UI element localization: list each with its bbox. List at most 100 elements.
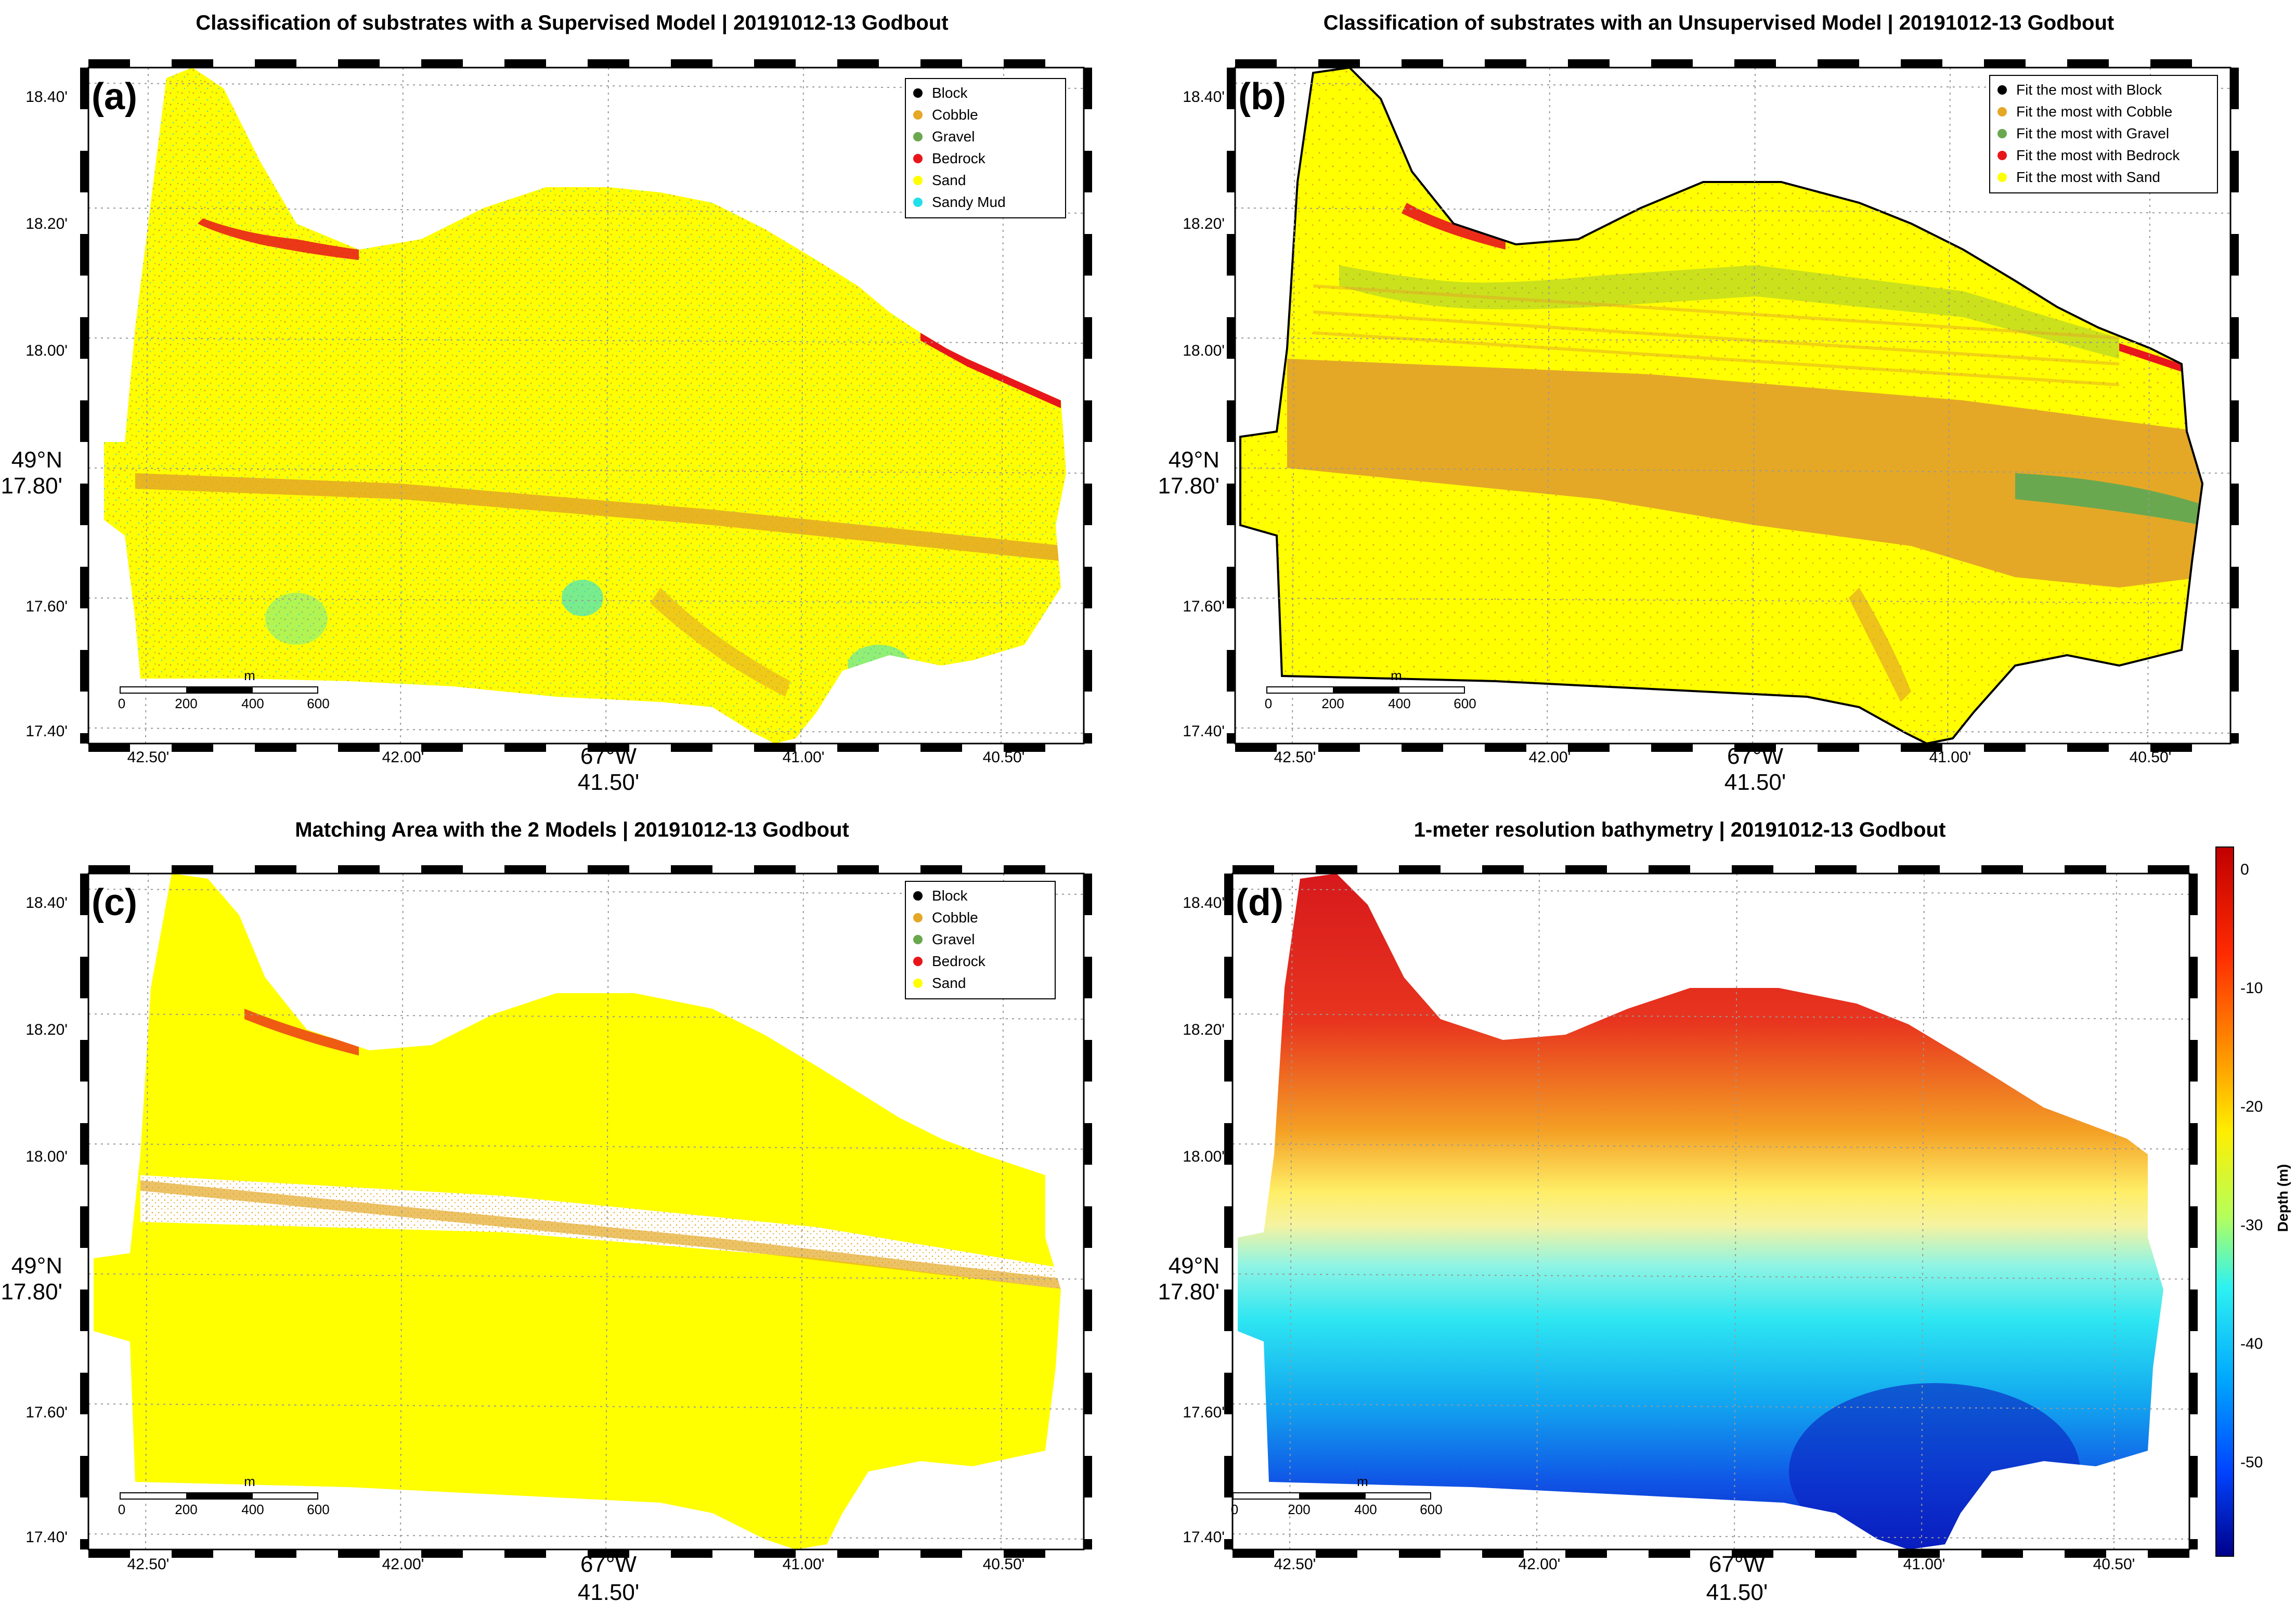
lon-tick: 40.50': [2093, 1556, 2135, 1573]
scale-unit: m: [244, 668, 255, 683]
lon-tick: 42.50': [127, 749, 170, 766]
lat-tick: 17.80': [1158, 1279, 1220, 1305]
lon-tick: 41.00': [1929, 749, 1971, 766]
scale-tick: 200: [175, 1502, 198, 1517]
panel-d-title: 1-meter resolution bathymetry | 20191012…: [1413, 818, 1946, 841]
scale-tick: 400: [241, 1502, 264, 1517]
lat-tick: 18.20': [25, 215, 68, 232]
map-c: [80, 865, 1092, 1558]
cobble-marker: [913, 913, 923, 922]
lon-tick: 42.50': [1274, 749, 1316, 766]
block-marker: [913, 891, 923, 901]
legend-item: Sand: [913, 170, 1058, 191]
map-frame-d: (d) m 0 200 400 600: [1224, 865, 2198, 1558]
legend-label: Sand: [932, 172, 966, 188]
lon-tick: 42.50': [1274, 1556, 1316, 1573]
bedrock-marker: [913, 154, 923, 163]
scale-tick: 200: [1321, 696, 1344, 711]
legend-item: Block: [913, 885, 1047, 907]
lat-tick: 18.40': [25, 894, 68, 911]
scale-bar-d: m 0 200 400 600: [1231, 1474, 1443, 1523]
lon-tick: 40.50': [982, 749, 1025, 766]
lat-major: 49°N: [1168, 447, 1220, 473]
scale-tick: 400: [1354, 1502, 1377, 1517]
colorbar-tick: -50: [2240, 1454, 2263, 1471]
lat-tick: 18.40': [25, 88, 68, 106]
legend-label: Gravel: [932, 931, 975, 947]
panel-label-b: (b): [1238, 76, 1286, 118]
legend-item: Fit the most with Sand: [1997, 166, 2210, 188]
scale-tick: 600: [307, 1502, 330, 1517]
scale-tick: 600: [1454, 696, 1476, 711]
lat-tick: 17.80': [1, 473, 62, 499]
map-frame-b: (b) Fit the most with Block Fit the most…: [1227, 59, 2239, 752]
gravel-marker: [913, 132, 923, 141]
lon-major: 67°W: [580, 744, 637, 769]
lat-tick: 18.00': [25, 342, 68, 359]
legend-a: Block Cobble Gravel Bedrock Sand Sandy M…: [905, 78, 1066, 218]
scale-tick: 400: [241, 696, 264, 711]
legend-label: Fit the most with Gravel: [2016, 125, 2170, 141]
lat-major: 49°N: [1168, 1253, 1220, 1279]
legend-item: Gravel: [913, 929, 1047, 950]
lat-tick: 17.40': [25, 723, 68, 740]
lon-tick: 41.00': [1903, 1556, 1945, 1573]
lon-tick: 41.50': [1706, 1580, 1768, 1605]
lat-tick: 18.20': [1183, 1021, 1225, 1038]
lon-tick: 40.50': [982, 1556, 1025, 1573]
lon-major: 67°W: [1727, 744, 1784, 769]
scale-bar-a: m 0 200 400 600: [118, 668, 330, 718]
scale-tick: 0: [118, 696, 126, 711]
panel-a-title: Classification of substrates with a Supe…: [196, 11, 949, 34]
lon-major: 67°W: [580, 1552, 637, 1577]
lon-tick: 41.50': [577, 1580, 640, 1605]
legend-item: Cobble: [913, 104, 1058, 126]
cobble-marker: [913, 110, 923, 120]
panel-label-c: (c): [92, 882, 137, 923]
lon-tick: 41.00': [782, 749, 825, 766]
block-marker: [913, 88, 923, 98]
lat-tick: 17.40': [25, 1529, 68, 1546]
legend-label: Sand: [932, 975, 966, 991]
lon-tick: 42.00': [1528, 749, 1571, 766]
map-frame-a: (a) Block Cobble Gravel Bedrock Sand San…: [80, 59, 1092, 752]
legend-label: Sandy Mud: [932, 194, 1006, 210]
scale-tick: 600: [307, 696, 330, 711]
lat-tick: 18.20': [1183, 215, 1225, 232]
scale-tick: 0: [118, 1502, 126, 1517]
lat-tick: 18.00': [25, 1148, 68, 1165]
colorbar-label: Depth (m): [2275, 1164, 2291, 1232]
legend-c: Block Cobble Gravel Bedrock Sand: [905, 881, 1056, 999]
gravel-marker: [1997, 129, 2007, 138]
legend-item: Sandy Mud: [913, 191, 1058, 213]
colorbar-tick: -40: [2240, 1335, 2263, 1352]
legend-label: Fit the most with Bedrock: [2016, 147, 2180, 163]
legend-item: Fit the most with Bedrock: [1997, 145, 2210, 166]
legend-item: Fit the most with Block: [1997, 79, 2210, 101]
legend-label: Bedrock: [932, 150, 985, 166]
scale-tick: 400: [1388, 696, 1411, 711]
lon-tick: 42.00': [1518, 1556, 1561, 1573]
depth-colorbar: 0 -10 -20 -30 -40 -50 Depth (m): [2215, 846, 2293, 1559]
lon-tick: 42.50': [127, 1556, 170, 1573]
sand-marker: [913, 176, 923, 185]
lon-major: 67°W: [1708, 1552, 1766, 1577]
panel-d: 1-meter resolution bathymetry | 20191012…: [1123, 801, 2296, 1615]
lat-tick: 17.80': [1, 1279, 62, 1305]
cobble-marker: [1997, 107, 2007, 116]
lat-tick: 17.40': [1183, 1529, 1225, 1546]
sandy-mud-marker: [913, 198, 923, 207]
bedrock-marker: [913, 957, 923, 966]
panel-c-title: Matching Area with the 2 Models | 201910…: [295, 818, 849, 841]
legend-label: Bedrock: [932, 953, 985, 969]
colorbar-tick: -20: [2240, 1098, 2263, 1115]
legend-label: Block: [932, 888, 968, 904]
lon-tick: 42.00': [382, 1556, 424, 1573]
legend-label: Fit the most with Cobble: [2016, 103, 2173, 120]
lat-major: 49°N: [11, 447, 62, 473]
legend-item: Fit the most with Cobble: [1997, 101, 2210, 123]
panel-b-title: Classification of substrates with an Uns…: [1323, 11, 2115, 34]
panel-c: Matching Area with the 2 Models | 201910…: [0, 801, 1139, 1615]
colorbar-ramp: [2215, 846, 2234, 1557]
colorbar-tick: -10: [2240, 980, 2263, 997]
